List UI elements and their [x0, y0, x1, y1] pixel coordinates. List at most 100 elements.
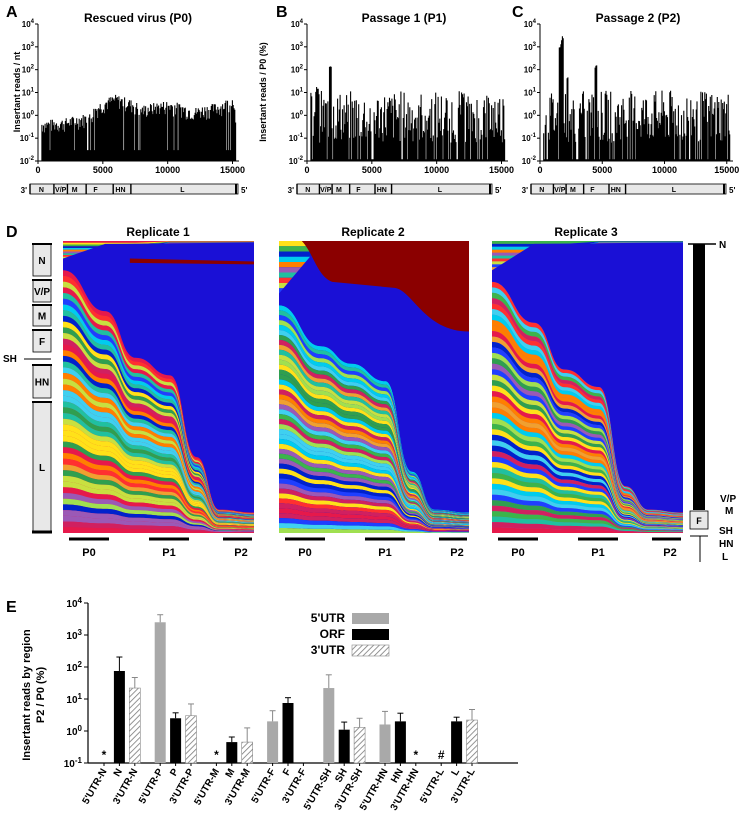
y-tick-label: 103	[291, 42, 304, 52]
x-tick-label: 0	[537, 165, 542, 175]
genome-map-c: 3' 5' N V/P M F HN L	[522, 183, 735, 195]
stream-band	[279, 419, 469, 524]
passage-label: P1	[162, 547, 175, 559]
x-tick-label: 0	[304, 165, 309, 175]
gene-label: M	[72, 187, 78, 194]
dark-red-clone	[301, 241, 469, 332]
bar-5'UTR-SH	[323, 688, 335, 763]
y-tick-label-base: 10	[291, 43, 300, 52]
y-tick-label: 10-2	[20, 156, 35, 166]
passage-label: P2	[663, 547, 676, 559]
stream-band	[63, 510, 254, 532]
panel-e-bars: * * * #	[102, 614, 478, 764]
y-tick-label: 103	[22, 42, 35, 52]
stream-band	[279, 334, 469, 516]
genome-5prime: 5'	[729, 186, 735, 195]
stream-band	[279, 359, 469, 518]
x-tick-label: 5000	[93, 165, 113, 175]
y-tick-label-base: 10	[22, 66, 31, 75]
stream-band	[492, 363, 683, 520]
y-tick-label-base: 10	[291, 66, 300, 75]
stream-band	[279, 389, 469, 521]
stream-band	[492, 440, 683, 526]
bar-5'UTR-F	[267, 721, 279, 763]
panel-d-right-gene-map: N F V/PM SH HN L	[688, 240, 736, 563]
stream-band	[492, 505, 683, 532]
y-tick-label-exp: 4	[78, 596, 83, 605]
stream-band	[63, 395, 254, 523]
stream-band	[492, 527, 683, 533]
stream-band	[279, 508, 469, 532]
y-tick-label: 102	[66, 660, 82, 674]
y-tick-label-exp: 1	[300, 88, 304, 94]
stream-band	[279, 518, 469, 533]
replicate-1-stream: P0 P1 P2	[63, 241, 254, 559]
x-tick-label: 5000	[592, 165, 612, 175]
stream-band	[492, 407, 683, 524]
genome-map-a: 3' 5' N V/P M F HN L	[21, 183, 247, 195]
stream-band	[279, 429, 469, 525]
y-tick-label-base: 10	[524, 43, 533, 52]
y-tick-label-base: 10	[20, 134, 29, 143]
stream-band	[63, 515, 254, 533]
panel-c-coverage	[543, 36, 731, 161]
y-tick-label-exp: 1	[533, 88, 537, 94]
y-tick-label-exp: 2	[533, 65, 537, 71]
x-tick-label: 15000	[489, 165, 514, 175]
stream-band	[492, 243, 683, 256]
y-tick-label-exp: 1	[78, 692, 83, 701]
y-tick-label-base: 10	[20, 157, 29, 166]
stream-band	[63, 373, 254, 522]
stream-band	[279, 369, 469, 519]
bar-M	[226, 742, 238, 763]
y-tick-label-exp: 0	[533, 110, 537, 116]
bar-3'UTR-M	[241, 741, 253, 764]
gene-label: N	[39, 187, 44, 194]
stream-band	[492, 511, 683, 532]
stream-band	[492, 374, 683, 521]
stream-band	[63, 435, 254, 526]
stream-band	[279, 374, 469, 520]
y-tick-label: 104	[524, 19, 537, 29]
stream-band	[492, 385, 683, 522]
panel-a: Rescued virus (P0) Insertant reads / nt …	[12, 11, 245, 175]
coverage-bars	[41, 94, 237, 161]
y-tick-label-exp: 3	[300, 42, 304, 48]
n-gene-bar	[693, 244, 705, 510]
stream-band	[63, 401, 254, 524]
stream-band	[492, 241, 683, 244]
panel-b-ylabel: Insertant reads / P0 (%)	[258, 42, 268, 142]
y-tick-label-base: 10	[289, 157, 298, 166]
bar-3'UTR-SH	[353, 727, 366, 764]
y-tick-label-exp: 4	[300, 19, 304, 25]
stream-band	[279, 246, 469, 273]
stream-band	[279, 364, 469, 519]
gene-block-label: HN	[35, 378, 49, 389]
passage-label: P0	[298, 547, 311, 559]
x-tick-label: M	[224, 767, 238, 780]
y-tick-label: 101	[524, 88, 537, 98]
y-tick-label: 100	[22, 110, 35, 120]
stream-band	[279, 305, 469, 514]
y-tick-label-exp: 0	[31, 110, 35, 116]
stream-band	[63, 521, 254, 533]
stream-band	[492, 522, 683, 533]
stream-band	[492, 478, 683, 530]
panel-b-coverage	[310, 66, 506, 161]
y-tick-label-exp: 2	[300, 65, 304, 71]
right-gene-label: SH	[719, 526, 733, 537]
stream-band	[279, 453, 469, 527]
gene-block-label: V/P	[34, 287, 50, 298]
genome-3prime: 3'	[21, 186, 27, 195]
bar-3'UTR-N	[129, 687, 141, 764]
stream-band	[63, 498, 254, 531]
y-tick-label-base: 10	[291, 20, 300, 29]
y-tick-label-base: 10	[66, 663, 78, 674]
passage-label: P2	[234, 547, 247, 559]
genome-3prime: 3'	[522, 186, 528, 195]
x-tick-label: 10000	[155, 165, 180, 175]
stream-band	[63, 487, 254, 530]
y-tick-label-exp: 0	[300, 110, 304, 116]
stream-band	[492, 456, 683, 528]
legend-swatch	[352, 613, 389, 624]
